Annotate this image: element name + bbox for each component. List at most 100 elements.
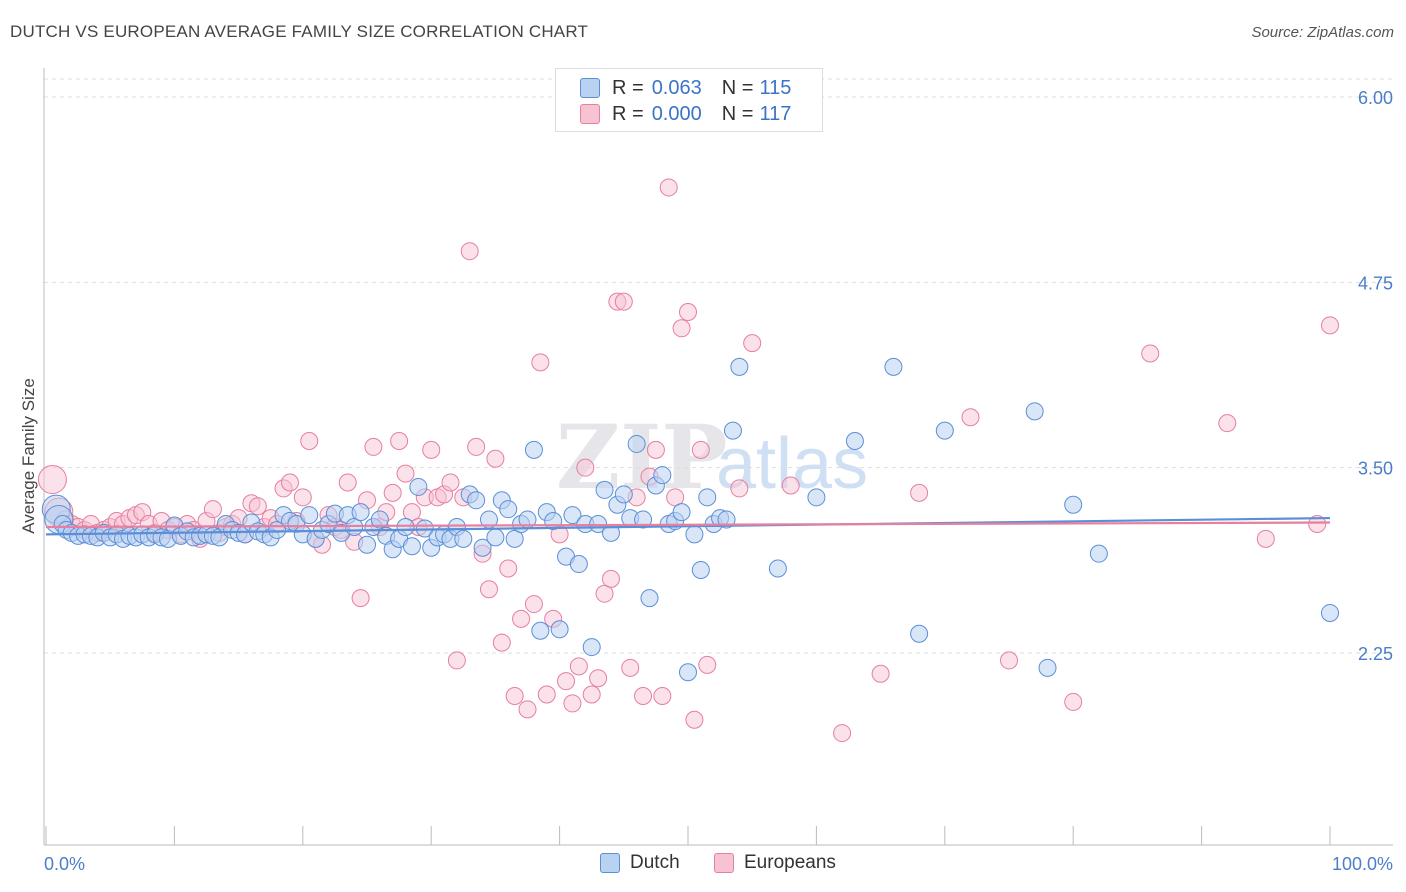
europeans-point-89 xyxy=(614,292,633,311)
dutch-point-102 xyxy=(691,560,710,579)
y-tick-label-0: 6.00 xyxy=(1358,88,1393,108)
europeans-point-90 xyxy=(621,658,640,677)
dutch-point-52 xyxy=(370,510,389,529)
dutch-point-49 xyxy=(351,503,370,522)
europeans-point-114 xyxy=(1256,529,1275,548)
europeans-point-84 xyxy=(582,685,601,704)
dutch-point-73 xyxy=(505,529,524,548)
series-legend: Dutch Europeans xyxy=(0,852,1406,878)
europeans-point-53 xyxy=(383,483,402,502)
europeans-point-81 xyxy=(563,694,582,713)
europeans-point-70 xyxy=(492,633,511,652)
dutch-point-57 xyxy=(402,537,421,556)
europeans-point-54 xyxy=(390,431,409,450)
europeans-point-66 xyxy=(467,437,486,456)
europeans-point-115 xyxy=(1321,316,1339,335)
europeans-trend-line xyxy=(45,521,1331,529)
n-label: N = xyxy=(721,76,754,99)
dutch-point-111 xyxy=(845,431,864,450)
europeans-point-56 xyxy=(402,503,421,522)
europeans-point-68 xyxy=(479,580,498,599)
dutch-point-82 xyxy=(563,506,582,525)
legend-label-europeans: Europeans xyxy=(744,852,836,873)
dutch-point-94 xyxy=(640,589,659,608)
europeans-point-77 xyxy=(537,685,556,704)
dutch-point-114 xyxy=(935,421,954,440)
dutch-point-70 xyxy=(486,528,505,547)
legend-item-europeans[interactable]: Europeans xyxy=(714,852,836,874)
dutch-point-83 xyxy=(569,555,588,574)
y-axis-label: Average Family Size xyxy=(19,378,38,534)
europeans-point-55 xyxy=(396,464,415,483)
europeans-point-108 xyxy=(910,483,929,502)
europeans-point-94 xyxy=(646,440,665,459)
europeans-point-74 xyxy=(518,700,537,719)
legend-item-dutch[interactable]: Dutch xyxy=(600,852,680,874)
europeans-point-65 xyxy=(460,242,479,261)
europeans-point-110 xyxy=(1000,651,1018,670)
dutch-point-119 xyxy=(1321,603,1339,622)
dutch-point-76 xyxy=(524,440,543,459)
legend-row-dutch: R = 0.063 N = 115 xyxy=(580,75,791,101)
dutch-point-87 xyxy=(595,480,614,499)
dutch-point-65 xyxy=(454,529,473,548)
series-dutch-points xyxy=(41,357,1339,682)
europeans-point-32 xyxy=(248,497,267,516)
europeans-legend-swatch xyxy=(714,853,734,873)
dutch-point-109 xyxy=(768,559,787,578)
n-label: N = xyxy=(721,102,754,125)
dutch-point-90 xyxy=(614,485,633,504)
dutch-point-110 xyxy=(807,488,826,507)
europeans-point-111 xyxy=(1064,692,1083,711)
europeans-point-97 xyxy=(666,488,685,507)
europeans-point-100 xyxy=(685,710,704,729)
europeans-point-0 xyxy=(37,465,67,495)
dutch-point-72 xyxy=(499,500,518,519)
chart-title: DUTCH VS EUROPEAN AVERAGE FAMILY SIZE CO… xyxy=(10,22,589,41)
dutch-point-117 xyxy=(1064,495,1083,514)
y-tick-label-1: 4.75 xyxy=(1358,273,1393,293)
r-label: R = xyxy=(612,102,644,125)
europeans-point-113 xyxy=(1218,414,1237,433)
dutch-point-108 xyxy=(730,357,749,376)
europeans-point-73 xyxy=(512,609,531,628)
europeans-point-69 xyxy=(486,449,505,468)
europeans-point-75 xyxy=(524,595,543,614)
europeans-point-96 xyxy=(659,178,678,197)
r-value: 0.063 xyxy=(651,76,702,99)
dutch-point-101 xyxy=(685,525,704,544)
n-value: 115 xyxy=(759,76,792,99)
europeans-point-98 xyxy=(672,319,691,338)
dutch-point-77 xyxy=(531,621,550,640)
europeans-point-63 xyxy=(447,651,466,670)
dutch-point-92 xyxy=(627,434,646,453)
x-tick-label-right: 100.0% xyxy=(1332,854,1393,874)
europeans-point-102 xyxy=(698,655,717,674)
europeans-point-72 xyxy=(505,686,524,705)
dutch-legend-swatch xyxy=(600,853,620,873)
europeans-point-109 xyxy=(961,408,980,427)
r-value: 0.000 xyxy=(651,102,702,125)
dutch-point-56 xyxy=(396,517,415,536)
europeans-point-71 xyxy=(499,559,518,578)
europeans-point-92 xyxy=(634,686,653,705)
n-value: 117 xyxy=(759,102,792,125)
dutch-point-41 xyxy=(300,506,319,525)
europeans-point-103 xyxy=(730,479,749,498)
europeans-point-62 xyxy=(441,473,460,492)
europeans-point-40 xyxy=(300,431,319,450)
axes xyxy=(43,68,1393,846)
europeans-point-105 xyxy=(781,476,800,495)
dutch-point-100 xyxy=(679,663,697,682)
europeans-point-116 xyxy=(1308,515,1327,534)
dutch-point-115 xyxy=(1025,402,1044,421)
europeans-point-85 xyxy=(589,669,608,688)
dutch-point-103 xyxy=(698,488,717,507)
europeans-point-80 xyxy=(557,672,576,691)
dutch-point-99 xyxy=(672,503,691,522)
europeans-point-50 xyxy=(364,437,383,456)
dutch-point-116 xyxy=(1038,658,1057,677)
y-tick-label-3: 2.25 xyxy=(1358,644,1393,664)
europeans-point-99 xyxy=(679,302,697,321)
trend-lines xyxy=(45,516,1331,536)
